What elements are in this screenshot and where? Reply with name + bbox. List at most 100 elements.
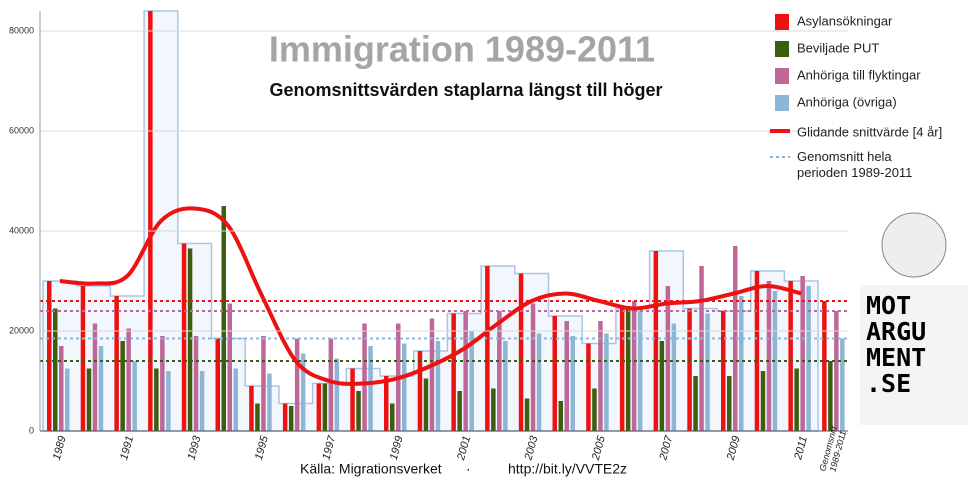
bar	[822, 301, 827, 431]
x-tick-label: 2009	[725, 435, 743, 463]
legend-label: Asylansökningar	[797, 13, 893, 28]
bar	[316, 383, 322, 431]
bar	[132, 361, 137, 431]
bar	[294, 338, 300, 431]
bar	[334, 358, 340, 431]
bar	[356, 391, 361, 431]
bar	[552, 316, 557, 431]
bar	[558, 401, 563, 431]
bar	[435, 341, 441, 431]
bar	[86, 368, 92, 431]
bar	[300, 353, 306, 431]
bar	[693, 376, 698, 431]
legend-label: Anhöriga till flyktingar	[797, 67, 921, 82]
bar	[671, 323, 677, 431]
bar	[586, 343, 591, 431]
logo-text: MENT	[866, 343, 926, 372]
chart-subtitle: Genomsnittsvärden staplarna längst till …	[269, 80, 662, 100]
bar	[619, 308, 625, 431]
bar	[92, 323, 98, 431]
bar	[659, 341, 665, 431]
bar	[267, 373, 272, 431]
bar	[322, 383, 328, 431]
bar	[187, 248, 193, 431]
bar	[227, 303, 232, 431]
logo-head	[881, 212, 947, 278]
legend-swatch	[775, 41, 789, 57]
bar	[451, 313, 456, 431]
bar	[249, 386, 254, 431]
bar	[727, 376, 732, 431]
bar	[631, 301, 637, 431]
x-tick-label: 2007	[657, 434, 675, 463]
bar	[653, 251, 659, 431]
bar	[463, 311, 468, 431]
bar	[215, 338, 220, 431]
bar	[840, 338, 845, 431]
bar	[154, 368, 159, 431]
y-tick-label: 60000	[9, 125, 34, 135]
bar	[384, 376, 389, 431]
logo-text: ARGU	[866, 317, 926, 346]
chart-title: Immigration 1989-2011	[269, 29, 655, 70]
bar	[457, 391, 462, 431]
bar	[47, 281, 52, 431]
bar	[261, 336, 266, 431]
bar	[828, 361, 833, 431]
bar	[423, 378, 429, 431]
bar	[497, 311, 502, 431]
bar	[429, 318, 435, 431]
bar	[368, 346, 373, 431]
bar	[469, 331, 474, 431]
bar	[766, 281, 772, 431]
bar	[181, 243, 187, 431]
bar	[390, 403, 395, 431]
bar	[282, 403, 288, 431]
bar	[834, 311, 839, 431]
x-tick-label: 2001	[455, 435, 473, 463]
logo-text: .SE	[866, 369, 911, 398]
logo-bg	[860, 285, 968, 425]
bar	[699, 266, 704, 431]
bar	[788, 281, 793, 431]
bar	[518, 273, 524, 431]
bar	[524, 398, 530, 431]
legend-swatch	[775, 14, 789, 30]
bar	[604, 333, 609, 431]
bar	[148, 11, 153, 431]
x-tick-label: 1991	[118, 435, 136, 462]
bar	[233, 368, 238, 431]
bar	[598, 321, 603, 431]
bar	[199, 371, 205, 431]
bar	[564, 321, 569, 431]
legend-label: Beviljade PUT	[797, 40, 879, 55]
bar	[806, 286, 811, 431]
bar	[126, 328, 131, 431]
bar	[350, 368, 355, 431]
bar	[739, 296, 744, 431]
bar	[53, 308, 58, 431]
separator: ·	[466, 461, 471, 477]
bar	[255, 403, 260, 431]
bar	[625, 306, 631, 431]
bar	[288, 406, 294, 431]
bar	[402, 343, 407, 431]
y-tick-label: 0	[29, 425, 34, 435]
bar	[65, 368, 70, 431]
legend-swatch	[775, 95, 789, 111]
bar	[221, 206, 226, 431]
x-tick-label: 1989	[51, 435, 69, 462]
bar	[794, 368, 799, 431]
x-tick-label: 1995	[253, 434, 271, 462]
bar	[733, 246, 738, 431]
x-tick-label: 2011	[792, 435, 810, 462]
bar	[721, 311, 726, 431]
bar	[166, 371, 171, 431]
bar	[536, 333, 542, 431]
bar	[687, 308, 692, 431]
y-tick-label: 40000	[9, 225, 34, 235]
x-tick-label: 2005	[590, 434, 608, 463]
bar	[754, 271, 760, 431]
